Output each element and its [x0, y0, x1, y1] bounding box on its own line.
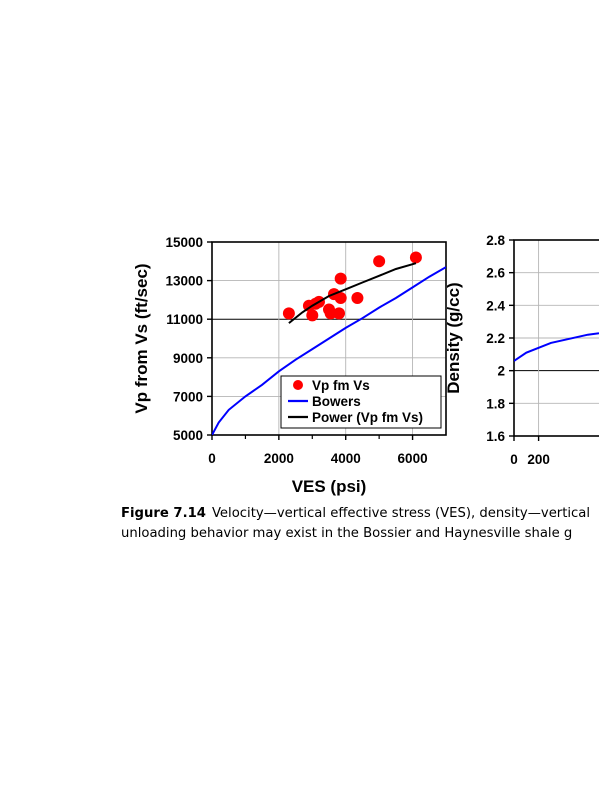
- y-tick-label: 2.6: [486, 266, 505, 281]
- data-point: [282, 307, 295, 320]
- y-tick-label: 1.6: [486, 429, 505, 444]
- data-point: [334, 272, 347, 285]
- y-tick-label: 11000: [166, 312, 203, 327]
- data-point: [324, 307, 337, 320]
- plot-frame: [211, 241, 447, 436]
- x-tick-label: 200: [527, 452, 550, 467]
- x-tick-label: 6000: [398, 451, 428, 466]
- data-point: [409, 251, 422, 264]
- y-tick-label: 1.8: [486, 396, 505, 411]
- data-point: [306, 309, 319, 322]
- plot-series: [212, 251, 446, 435]
- plot-series: [514, 332, 599, 362]
- series-line-bowers: [212, 266, 446, 435]
- y-axis-title: Density (g/cc): [444, 282, 463, 393]
- x-tick-label: 2000: [264, 451, 294, 466]
- y-tick-label: 13000: [165, 274, 203, 289]
- y-tick-label: 7000: [173, 389, 203, 404]
- legend-marker: [293, 380, 303, 390]
- y-axis-title: Vp from Vs (ft/sec): [132, 263, 151, 413]
- y-tick-label: 5000: [173, 428, 203, 443]
- figure-label: Figure 7.14: [121, 506, 206, 521]
- y-tick-label: 2: [497, 364, 505, 379]
- data-point: [373, 255, 386, 268]
- series-line-density: [514, 332, 599, 362]
- x-tick-label: 0: [510, 452, 518, 467]
- legend-label: Bowers: [312, 394, 361, 409]
- y-tick-label: 2.4: [486, 298, 505, 313]
- y-tick-label: 15000: [165, 235, 203, 250]
- vp-vs-ves-chart: 5000 7000 9000 11000 13000 15000 0 2000 4000 6000…: [132, 235, 447, 496]
- series-line-power-vp-fm-vs-: [288, 262, 417, 324]
- caption-text-1: Velocity—vertical effective stress (VES)…: [211, 506, 591, 521]
- y-tick-label: 2.2: [486, 331, 505, 346]
- x-tick-label: 4000: [331, 451, 361, 466]
- legend-label: Vp fm Vs: [312, 378, 370, 393]
- legend-label: Power (Vp fm Vs): [312, 410, 423, 425]
- caption-line-2: unloading behavior may exist in the Boss…: [121, 526, 573, 541]
- data-point: [334, 291, 347, 304]
- y-tick-label: 2.8: [486, 233, 505, 248]
- y-tick-label: 9000: [173, 351, 203, 366]
- data-point: [351, 291, 364, 304]
- x-tick-label: 0: [208, 451, 216, 466]
- x-axis-title: VES (psi): [292, 477, 367, 496]
- data-point: [333, 307, 346, 320]
- figure-caption: Figure 7.14 Velocity—vertical effective s…: [121, 504, 599, 544]
- caption-line-1: Figure 7.14 Velocity—vertical effective s…: [121, 504, 599, 524]
- density-vs-ves-chart: 1.61.822.22.42.62.80200VDensity (g/cc): [444, 233, 599, 467]
